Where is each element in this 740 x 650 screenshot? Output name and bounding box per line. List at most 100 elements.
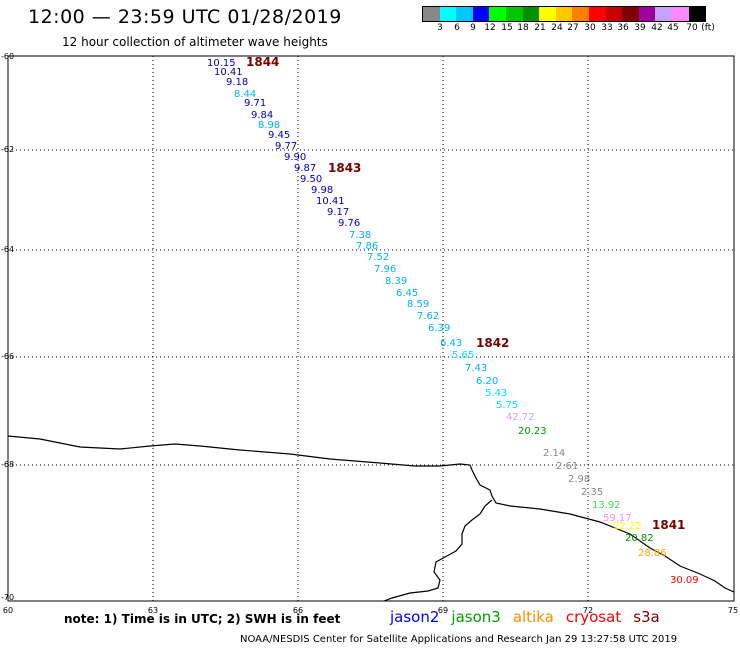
graticule — [8, 56, 734, 601]
map-subtitle: 12 hour collection of altimeter wave hei… — [62, 35, 328, 49]
legend-label: 15 — [501, 23, 513, 33]
lat-tick-label: -60 — [1, 52, 14, 61]
wave-height-label: 9.76 — [338, 218, 360, 229]
legend-swatch — [539, 7, 556, 21]
legend-swatch — [622, 7, 639, 21]
wave-height-label: 9.77 — [275, 141, 297, 152]
legend-swatch — [472, 7, 490, 21]
lon-tick-label: 66 — [293, 606, 303, 615]
wave-height-label: 20.82 — [625, 533, 654, 544]
wave-height-label: 7.96 — [374, 264, 396, 275]
wave-height-label: 7.43 — [465, 363, 487, 374]
legend-swatch — [605, 7, 623, 21]
legend-swatch — [555, 7, 573, 21]
pass-labels: 1844 1843 1842 1841 — [246, 55, 685, 532]
coastline-main — [7, 435, 735, 593]
wave-height-label: 6.39 — [428, 323, 450, 334]
satellite-legend: jason2 jason3 altika cryosat s3a — [390, 608, 660, 626]
wave-height-label: 8.44 — [234, 89, 256, 100]
wave-height-label: 10.41 — [214, 67, 243, 78]
wave-height-label: 9.90 — [284, 152, 306, 163]
map-frame — [7, 55, 735, 602]
legend-label: 9 — [470, 23, 476, 33]
legend-swatch — [489, 7, 506, 21]
wave-height-label: 9.45 — [268, 130, 290, 141]
legend-label: 12 — [484, 23, 496, 33]
pass-number-label: 1842 — [476, 336, 509, 350]
wave-height-label: 9.98 — [311, 185, 333, 196]
color-legend: 3 6 9 12 15 18 21 24 27 30 33 36 39 42 45 70 (ft) — [422, 6, 715, 36]
legend-label: 3 — [437, 23, 443, 33]
satellite-name: cryosat — [565, 608, 622, 626]
pass-number-label: 1843 — [328, 161, 361, 175]
wave-height-label: 42.72 — [506, 412, 535, 423]
lat-tick-label: -64 — [1, 245, 14, 254]
wave-height-label: 8.39 — [385, 276, 407, 287]
wave-height-label: 6.43 — [440, 338, 462, 349]
wave-height-label: 8.98 — [258, 120, 280, 131]
lon-tick-label: 63 — [148, 606, 158, 615]
wave-height-label: 7.86 — [356, 241, 378, 252]
wave-height-label: 10.41 — [316, 196, 345, 207]
legend-swatch — [588, 7, 606, 21]
wave-height-label: 6.45 — [396, 288, 418, 299]
wave-height-label: 2.98 — [568, 474, 590, 485]
legend-label: 27 — [567, 23, 579, 33]
legend-swatch — [439, 7, 457, 21]
wave-height-label: 9.87 — [294, 163, 316, 174]
note-text: note: 1) Time is in UTC; 2) SWH is in fe… — [64, 612, 341, 626]
wave-height-label: 28.86 — [638, 548, 667, 559]
lat-tick-label: -62 — [1, 145, 14, 154]
legend-labels: 3 6 9 12 15 18 21 24 27 30 33 36 39 42 45 70 (ft) — [422, 22, 715, 36]
wave-height-label: 6.20 — [476, 376, 498, 387]
observation-labels: 10.1510.419.188.449.719.848.989.459.779.… — [207, 58, 699, 586]
wave-height-label: 9.84 — [251, 110, 273, 121]
legend-label: 45 — [667, 23, 679, 33]
legend-swatch — [638, 7, 656, 21]
wave-height-label: 8.59 — [407, 299, 429, 310]
legend-label: 21 — [534, 23, 546, 33]
legend-swatch — [671, 7, 689, 21]
map-title: 12:00 — 23:59 UTC 01/28/2019 — [28, 6, 342, 28]
wave-height-label: 9.18 — [226, 77, 248, 88]
legend-label: 36 — [617, 23, 629, 33]
footer-credit: NOAA/NESDIS Center for Satellite Applica… — [240, 634, 678, 645]
coastline — [7, 435, 735, 602]
legend-swatch — [655, 7, 672, 21]
lat-tick-label: -66 — [1, 352, 14, 361]
wave-height-label: 22.22 — [613, 521, 642, 532]
wave-height-label: 5.43 — [485, 388, 507, 399]
wave-height-label: 5.75 — [496, 400, 518, 411]
axis-labels: 60 63 66 69 72 75 -60 -62 -64 -66 -68 -70 — [1, 52, 738, 615]
legend-label: 42 — [651, 23, 663, 33]
lat-tick-label: -70 — [1, 593, 14, 602]
wave-height-label: 2.14 — [543, 448, 565, 459]
legend-label: 33 — [601, 23, 613, 33]
legend-label: 24 — [551, 23, 563, 33]
legend-label: 70 — [686, 23, 698, 33]
lat-tick-label: -68 — [1, 460, 14, 469]
coastline-inlet — [383, 499, 493, 602]
wave-height-label: 13.92 — [592, 500, 621, 511]
lon-tick-label: 69 — [438, 606, 448, 615]
wave-height-label: 9.17 — [327, 207, 349, 218]
lon-tick-label: 60 — [3, 606, 13, 615]
wave-height-label: 7.38 — [349, 230, 371, 241]
wave-height-label: 2.61 — [556, 461, 578, 472]
pass-number-label: 1844 — [246, 55, 279, 69]
satellite-name: altika — [512, 608, 554, 626]
wave-height-label: 7.62 — [417, 311, 439, 322]
wave-height-label: 9.71 — [244, 98, 266, 109]
pass-number-label: 1841 — [652, 518, 685, 532]
satellite-name: jason3 — [451, 608, 501, 626]
satellite-name: jason2 — [390, 608, 440, 626]
satellite-name: s3a — [633, 608, 660, 626]
wave-height-label: 7.52 — [367, 252, 389, 263]
wave-height-label: 2.35 — [581, 487, 603, 498]
legend-label: 39 — [634, 23, 646, 33]
wave-height-label: 59.17 — [603, 513, 632, 524]
legend-label: 6 — [454, 23, 460, 33]
legend-swatches — [422, 6, 707, 22]
lon-tick-label: 75 — [728, 606, 738, 615]
